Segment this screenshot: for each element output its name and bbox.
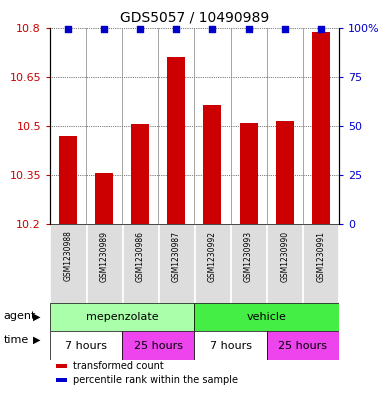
Bar [131, 124, 149, 224]
Text: GSM1230993: GSM1230993 [244, 231, 253, 282]
Text: 7 hours: 7 hours [209, 341, 251, 351]
Point [246, 26, 252, 32]
FancyBboxPatch shape [50, 224, 86, 303]
FancyBboxPatch shape [194, 303, 339, 331]
Text: 25 hours: 25 hours [134, 341, 183, 351]
Text: vehicle: vehicle [247, 312, 286, 322]
FancyBboxPatch shape [303, 224, 338, 303]
Text: GSM1230989: GSM1230989 [100, 231, 109, 281]
Bar [239, 123, 258, 224]
FancyBboxPatch shape [159, 224, 194, 303]
Text: GSM1230990: GSM1230990 [280, 231, 289, 282]
Bar [203, 105, 221, 224]
Text: GSM1230988: GSM1230988 [64, 231, 73, 281]
Text: ▶: ▶ [33, 335, 40, 345]
FancyBboxPatch shape [266, 331, 339, 360]
Point [137, 26, 143, 32]
Point [209, 26, 216, 32]
Text: agent: agent [4, 311, 36, 321]
Bar [276, 121, 294, 224]
FancyBboxPatch shape [50, 331, 122, 360]
Text: 7 hours: 7 hours [65, 341, 107, 351]
Text: 25 hours: 25 hours [278, 341, 327, 351]
Text: GSM1230987: GSM1230987 [172, 231, 181, 281]
Text: mepenzolate: mepenzolate [86, 312, 159, 322]
Text: ▶: ▶ [33, 311, 40, 321]
FancyBboxPatch shape [267, 224, 302, 303]
FancyBboxPatch shape [122, 224, 158, 303]
FancyBboxPatch shape [122, 331, 194, 360]
Point [281, 26, 288, 32]
FancyBboxPatch shape [195, 224, 230, 303]
Text: GSM1230986: GSM1230986 [136, 231, 145, 281]
Point [101, 26, 107, 32]
Text: time: time [4, 335, 29, 345]
Bar [59, 136, 77, 224]
Text: percentile rank within the sample: percentile rank within the sample [73, 375, 238, 385]
FancyBboxPatch shape [87, 224, 122, 303]
Bar [312, 33, 330, 224]
FancyBboxPatch shape [194, 331, 266, 360]
Point [173, 26, 179, 32]
FancyBboxPatch shape [50, 303, 194, 331]
Text: transformed count: transformed count [73, 361, 164, 371]
Bar [95, 173, 113, 224]
Text: GSM1230992: GSM1230992 [208, 231, 217, 281]
Bar [56, 378, 67, 382]
Text: GSM1230991: GSM1230991 [316, 231, 325, 281]
Title: GDS5057 / 10490989: GDS5057 / 10490989 [120, 11, 269, 25]
FancyBboxPatch shape [231, 224, 266, 303]
Bar [56, 364, 67, 368]
Point [65, 26, 71, 32]
Point [318, 26, 324, 32]
Bar [167, 57, 186, 224]
